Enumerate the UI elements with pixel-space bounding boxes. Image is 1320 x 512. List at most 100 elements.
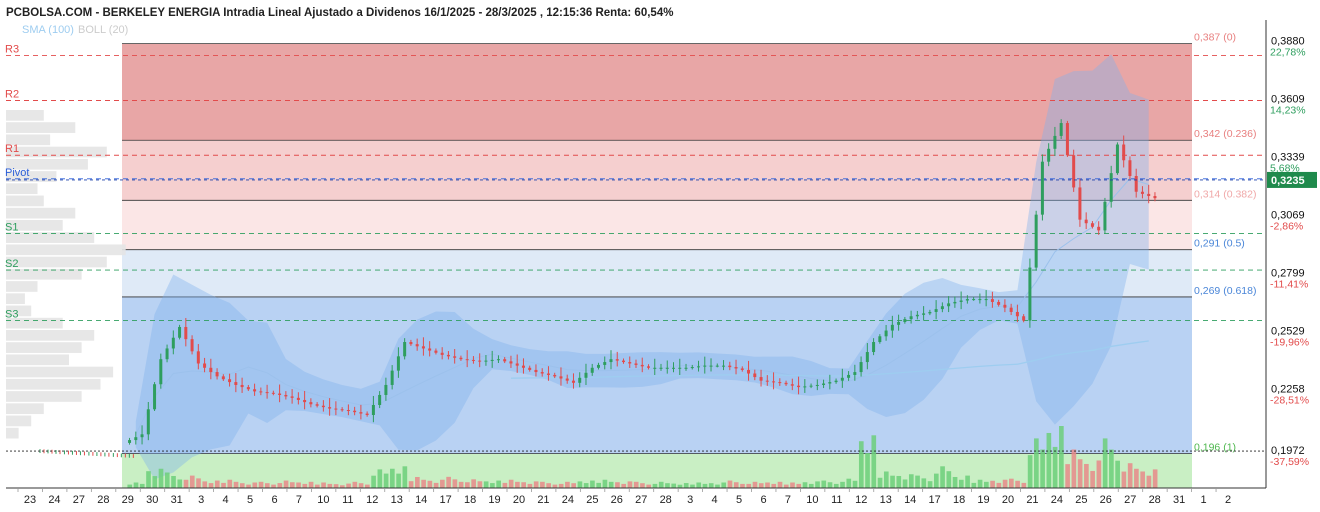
volume-profile-bar (6, 403, 44, 415)
candle-body (1059, 123, 1063, 136)
candle-body (1115, 144, 1119, 174)
volume-bar (139, 483, 145, 488)
volume-bar (1096, 460, 1102, 488)
volume-profile-bar (6, 195, 44, 207)
candle-body (415, 344, 419, 347)
volume-bar (965, 475, 970, 488)
volume-bar (377, 469, 383, 488)
date-label: 18 (953, 494, 965, 506)
volume-bar (258, 481, 264, 488)
volume-bar (171, 475, 176, 488)
candle-body (403, 342, 407, 357)
candle-body (428, 348, 432, 351)
candle-body (496, 359, 500, 361)
candle-body (196, 351, 200, 364)
candle-body (459, 357, 463, 360)
candle-body (128, 440, 132, 443)
fib-label: 0,269 (0.618) (1194, 285, 1256, 297)
candle-body (915, 314, 919, 317)
volume-profile-bar (6, 330, 95, 341)
date-label: 11 (831, 494, 842, 506)
candle-body (1022, 316, 1026, 321)
volume-bar (1009, 478, 1014, 488)
candle-body (778, 382, 782, 384)
volume-bar (321, 482, 326, 488)
candle-body (790, 384, 794, 386)
volume-bar (858, 441, 864, 488)
volume-profile-bar (6, 232, 95, 243)
volume-profile-bar (6, 134, 51, 146)
price-tick-pct: 5,68% (1270, 163, 1300, 175)
candle-body (953, 301, 957, 304)
pivot-label: S2 (5, 258, 18, 270)
candle-body (328, 407, 332, 409)
candle-body (815, 384, 819, 386)
volume-profile-bar (6, 110, 44, 121)
date-label: 10 (317, 494, 329, 506)
volume-bar (658, 481, 664, 488)
candle-body (1090, 223, 1094, 227)
volume-bar (765, 482, 770, 488)
volume-bar (490, 483, 495, 488)
volume-bar (465, 482, 470, 488)
candle-body (965, 299, 969, 301)
date-label: 25 (1075, 494, 1087, 506)
candle-body (203, 363, 207, 368)
fib-label: 0,387 (0) (1194, 32, 1236, 44)
volume-bar (521, 482, 526, 488)
volume-profile-bar (6, 317, 63, 329)
volume-bar (271, 484, 276, 488)
volume-bar (340, 485, 345, 488)
volume-bar (821, 480, 827, 488)
candle-body (772, 381, 776, 383)
volume-profile-bar (6, 305, 32, 317)
candle-body (396, 356, 400, 371)
volume-bar (552, 484, 558, 488)
volume-profile-bar (6, 342, 82, 353)
volume-profile-bar (6, 354, 69, 366)
candle-body (178, 326, 182, 338)
volume-bar (396, 473, 401, 488)
volume-bar (796, 483, 802, 488)
candle-body (1109, 173, 1113, 202)
pivot-label: S1 (5, 222, 18, 234)
candle-body (834, 380, 838, 383)
volume-bar (896, 475, 902, 488)
volume-bar (1071, 449, 1077, 488)
price-tick-label: 0,3339 (1271, 152, 1305, 164)
volume-bar (702, 483, 708, 488)
candle-body (1040, 161, 1044, 215)
volume-bar (1034, 438, 1039, 488)
volume-bar (740, 483, 745, 488)
volume-bar (127, 484, 133, 488)
candle-body (553, 374, 557, 377)
volume-bars (127, 426, 1158, 488)
volume-bar (533, 481, 539, 488)
volume-bar (596, 482, 602, 488)
candle-body (959, 300, 963, 302)
volume-bar (921, 478, 927, 488)
candle-body (365, 413, 369, 416)
date-label: 24 (562, 494, 574, 506)
volume-profile-bar (6, 293, 25, 305)
candle-body (565, 378, 569, 381)
volume-bar (1046, 432, 1052, 488)
volume-bar (408, 481, 414, 488)
date-label: 17 (440, 494, 452, 506)
volume-bar (646, 484, 652, 488)
volume-bar (1059, 426, 1064, 488)
candle-body (1097, 226, 1101, 231)
volume-bar (996, 482, 1002, 488)
volume-bar (1109, 449, 1114, 488)
candle-body (353, 410, 357, 413)
volume-bar (952, 476, 958, 488)
volume-profile-bar (6, 171, 57, 182)
candle-body (446, 354, 450, 357)
volume-bar (671, 483, 677, 488)
candle-body (884, 330, 888, 337)
date-label: 20 (513, 494, 525, 506)
volume-bar (227, 479, 233, 488)
volume-bar (865, 453, 870, 488)
candle-body (134, 437, 138, 441)
candle-body (265, 392, 269, 394)
